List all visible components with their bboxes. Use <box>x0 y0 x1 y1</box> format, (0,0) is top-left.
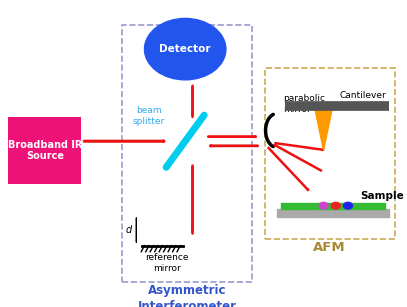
Text: Detector: Detector <box>160 44 211 54</box>
Polygon shape <box>277 209 389 217</box>
Bar <box>122 25 252 282</box>
Circle shape <box>319 202 328 209</box>
Text: parabolic
mirror: parabolic mirror <box>283 94 325 114</box>
Text: Cantilever: Cantilever <box>340 91 387 100</box>
Bar <box>8 117 81 184</box>
Text: Sample: Sample <box>360 191 404 201</box>
Bar <box>265 68 395 239</box>
Text: AFM: AFM <box>313 241 346 254</box>
Circle shape <box>331 202 340 209</box>
Circle shape <box>144 18 226 80</box>
Circle shape <box>344 202 352 209</box>
Text: beam
splitter: beam splitter <box>132 107 165 126</box>
Polygon shape <box>315 107 333 150</box>
Text: Asymmetric
Interferometer: Asymmetric Interferometer <box>138 284 237 307</box>
Text: reference
mirror: reference mirror <box>145 253 188 273</box>
Polygon shape <box>281 203 385 209</box>
Text: Broadband IR
Source: Broadband IR Source <box>8 140 82 161</box>
Text: d: d <box>126 225 132 235</box>
